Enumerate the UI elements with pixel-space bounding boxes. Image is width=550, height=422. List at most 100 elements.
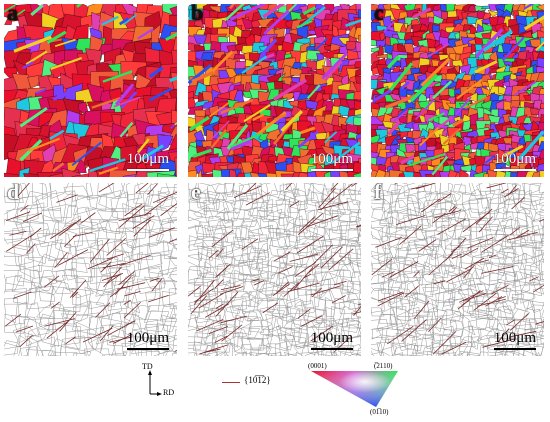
- grain-boundary: [278, 354, 296, 356]
- grain: [539, 171, 544, 177]
- grain-boundary: [389, 216, 402, 234]
- grain-boundary: [43, 215, 58, 235]
- twin-boundary: [434, 281, 445, 284]
- grain-boundary: [39, 288, 55, 302]
- grain-boundary: [144, 311, 169, 332]
- scale-label-c: 100μm: [494, 152, 536, 167]
- grain-boundary: [48, 339, 66, 356]
- panel-letter-c: c: [374, 4, 384, 24]
- twin-boundary: [26, 244, 35, 254]
- ipf-label-0001: (0001): [308, 362, 327, 370]
- grain-boundary: [97, 211, 118, 221]
- grain-boundary: [467, 354, 489, 356]
- scale-label-a: 100μm: [127, 152, 169, 167]
- scale-bar-line-c: [494, 169, 536, 171]
- grain-boundary: [269, 325, 282, 339]
- twin-boundary: [290, 201, 299, 206]
- grain-boundary: [112, 355, 126, 356]
- grain-boundary: [331, 236, 346, 249]
- panel-letter-a: a: [7, 4, 18, 24]
- scale-bar-a: 100μm: [127, 152, 169, 171]
- grain-boundary: [73, 337, 94, 354]
- grain-boundary: [476, 183, 490, 196]
- grain-boundary: [467, 342, 484, 356]
- panel-letter-b: b: [191, 4, 203, 24]
- grain-boundary: [487, 255, 505, 267]
- grain-boundary: [108, 218, 134, 232]
- twin-boundary-label: {10̅1̅2}: [244, 375, 271, 385]
- twin-boundary: [148, 184, 158, 195]
- grain-boundary: [18, 252, 34, 278]
- grain-boundary: [306, 222, 326, 236]
- grain-boundary: [534, 309, 542, 326]
- panel-letter-f: f: [374, 183, 381, 203]
- scale-bar-line-d: [127, 348, 169, 350]
- scale-bar-c: 100μm: [494, 152, 536, 171]
- twin-boundary: [5, 314, 21, 326]
- grain-boundary: [188, 210, 203, 221]
- grain-boundary: [48, 205, 66, 222]
- grain-boundary: [422, 271, 437, 282]
- grain-boundary: [73, 197, 97, 215]
- grain-boundary: [99, 190, 121, 210]
- grain-boundary: [486, 219, 504, 232]
- grain-boundary: [486, 263, 505, 276]
- ipf-label-2110: (̅2110): [374, 362, 392, 370]
- grain-boundary: [4, 265, 25, 286]
- grain-boundary: [188, 254, 202, 267]
- twin-boundary: [30, 228, 41, 237]
- axis-label-rd: RD: [163, 388, 174, 397]
- grain-boundary: [248, 248, 266, 260]
- ipf-color-key: (0001) (̅2110) (01̅10): [306, 361, 406, 417]
- twin-boundary: [501, 189, 508, 193]
- grain-boundary: [19, 302, 27, 324]
- grain-boundary: [414, 244, 431, 255]
- grain-boundary: [198, 222, 212, 235]
- grain-boundary: [542, 271, 544, 281]
- panel-letter-e: e: [191, 183, 201, 203]
- grain-boundary: [459, 336, 475, 346]
- twin-boundary: [6, 212, 30, 221]
- grain-boundary: [208, 216, 221, 231]
- grain-boundary: [506, 288, 518, 304]
- twin-boundary: [175, 342, 177, 351]
- grain-boundary: [294, 209, 308, 226]
- twin-boundary: [465, 258, 484, 269]
- grain-boundary: [484, 354, 502, 356]
- twin-boundary: [360, 284, 361, 299]
- grain-boundary: [433, 308, 447, 325]
- scale-bar-f: 100μm: [494, 331, 536, 350]
- grain-boundary: [320, 291, 336, 301]
- grain-boundary: [63, 190, 76, 205]
- twin-boundary: [124, 300, 131, 304]
- twin-boundary: [107, 254, 124, 259]
- grain-boundary: [71, 353, 92, 356]
- grain-boundary: [4, 251, 22, 271]
- twin-boundary: [9, 231, 26, 235]
- grain-boundary: [513, 351, 529, 356]
- grain: [268, 156, 277, 162]
- grain-boundary: [30, 276, 54, 293]
- grain-boundary: [144, 304, 175, 322]
- twin-boundary: [148, 295, 168, 301]
- grain-boundary: [131, 227, 163, 248]
- grain-boundary: [260, 217, 279, 230]
- grain-boundary: [477, 352, 488, 356]
- grain-boundary: [170, 219, 177, 241]
- grain-boundary: [357, 258, 361, 266]
- grain-boundary: [469, 198, 490, 213]
- grain-boundary: [489, 303, 499, 311]
- scale-bar-line-a: [127, 169, 169, 171]
- scale-bar-line-b: [311, 169, 353, 171]
- panel-letter-d: d: [7, 183, 19, 203]
- grain-boundary: [146, 293, 160, 312]
- grain-boundary: [434, 183, 449, 194]
- scale-bar-d: 100μm: [127, 331, 169, 350]
- grain-boundary: [513, 271, 535, 287]
- grain-boundary: [338, 210, 359, 222]
- grain-boundary: [36, 303, 54, 318]
- grain-boundary: [532, 216, 544, 235]
- grain-boundary: [50, 183, 70, 199]
- grain-boundary: [188, 325, 203, 342]
- twin-boundary-swatch: [222, 382, 240, 383]
